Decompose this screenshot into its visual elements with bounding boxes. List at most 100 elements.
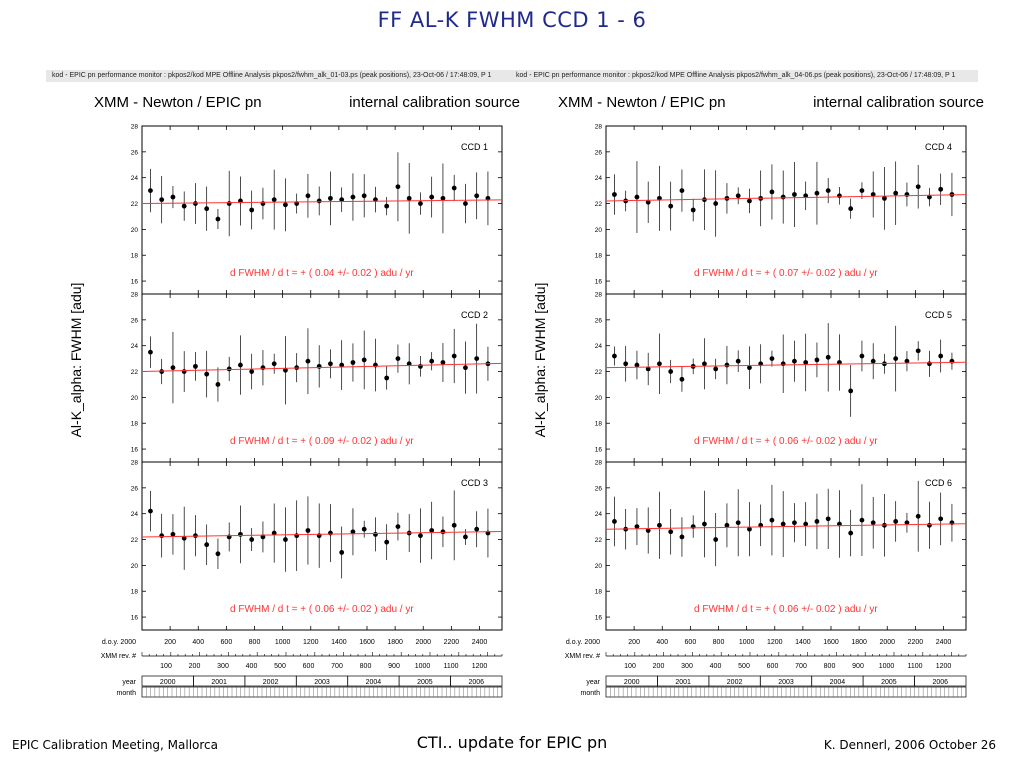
y-tick-label: 18 [595,253,603,260]
doy-tick-label: 1600 [823,639,839,646]
rev-tick-label: 200 [653,663,665,670]
y-tick-label: 24 [131,343,139,350]
data-point [406,195,412,201]
year-cell [450,675,503,687]
subplot-frame [605,461,967,631]
data-point [612,353,617,359]
data-point [474,193,480,199]
y-tick-label: 20 [595,227,603,234]
y-tick-label: 26 [595,149,603,156]
data-point [204,542,210,548]
data-point [645,366,651,372]
year-label: 2003 [314,679,330,686]
rev-tick-label: 300 [217,663,229,670]
rev-tick-label: 100 [160,663,172,670]
data-point [645,528,651,533]
data-point [361,526,367,532]
rev-tick-label: 1200 [472,663,488,670]
y-tick-label: 16 [595,447,603,454]
fit-annotation: d FWHM / d t = + ( 0.09 +/- 0.02 ) adu /… [230,436,414,447]
doy-tick-label: 1800 [387,639,403,646]
data-point [283,537,288,542]
data-point [148,508,153,514]
data-point [474,526,480,532]
data-point [339,362,345,368]
data-point [170,365,176,371]
data-point [825,354,831,360]
data-point [747,365,752,371]
data-point [350,360,356,365]
y-tick-label: 16 [595,279,603,286]
data-point [870,520,876,526]
y-tick-label: 18 [595,589,603,596]
data-point [226,201,232,206]
y-tick-label: 16 [595,615,603,622]
data-point [395,184,401,190]
data-point [463,365,468,371]
doy-tick-label: 2000 [879,639,895,646]
year-cell [914,675,967,687]
data-point [361,193,367,199]
data-point [294,533,300,539]
data-point [249,537,255,542]
ccd-label: CCD 4 [925,142,952,152]
data-point [769,189,775,195]
data-point [713,366,719,372]
year-label: 2001 [675,679,691,686]
data-point [429,194,435,200]
data-point [181,535,187,541]
doy-tick-label: 1400 [795,639,811,646]
ccd-label: CCD 2 [461,310,488,320]
data-point [837,193,842,199]
data-point [305,528,311,533]
ccd-label: CCD 3 [461,478,488,488]
y-tick-label: 16 [131,447,139,454]
data-point [440,529,446,535]
rev-tick-label: 400 [246,663,258,670]
doy-tick-label: 800 [249,639,261,646]
y-tick-label: 22 [131,201,139,208]
data-point [249,369,255,374]
rev-tick-label: 500 [274,663,286,670]
data-point [893,519,899,524]
rev-tick-label: 800 [360,663,372,670]
y-tick-label: 26 [131,317,139,324]
y-tick-label: 24 [595,175,603,182]
fit-line [605,523,967,530]
y-tick-label: 22 [595,201,603,208]
y-tick-label: 28 [595,124,603,131]
data-point [792,520,797,526]
year-label: 2006 [932,679,948,686]
data-point [792,192,797,197]
year-label: 2005 [881,679,897,686]
year-axis-label: year [586,679,600,686]
rev-tick-label: 1100 [907,663,922,670]
data-point [238,362,243,368]
data-point [769,356,775,362]
data-point [170,194,176,200]
rev-tick-label: 200 [189,663,201,670]
data-point [803,521,809,527]
data-point [634,524,640,530]
data-point [384,539,390,545]
data-point [825,188,831,194]
data-point [668,529,674,535]
data-point [938,353,944,359]
rev-tick-label: 700 [795,663,807,670]
data-point [204,206,210,212]
panel-source-left: internal calibration source [349,94,520,111]
doy-tick-label: 600 [685,639,697,646]
data-point [893,356,899,362]
data-point [451,353,457,359]
fit-annotation: d FWHM / d t = + ( 0.06 +/- 0.02 ) adu /… [694,604,878,615]
data-point [328,195,333,201]
panel-title-left: XMM - Newton / EPIC pn [94,94,262,111]
data-point [305,193,311,199]
data-point [384,203,390,209]
data-point [859,517,865,523]
y-tick-label: 16 [131,615,139,622]
data-point [724,522,730,528]
data-point [904,520,910,526]
data-point [679,376,685,382]
fit-line [141,199,503,205]
